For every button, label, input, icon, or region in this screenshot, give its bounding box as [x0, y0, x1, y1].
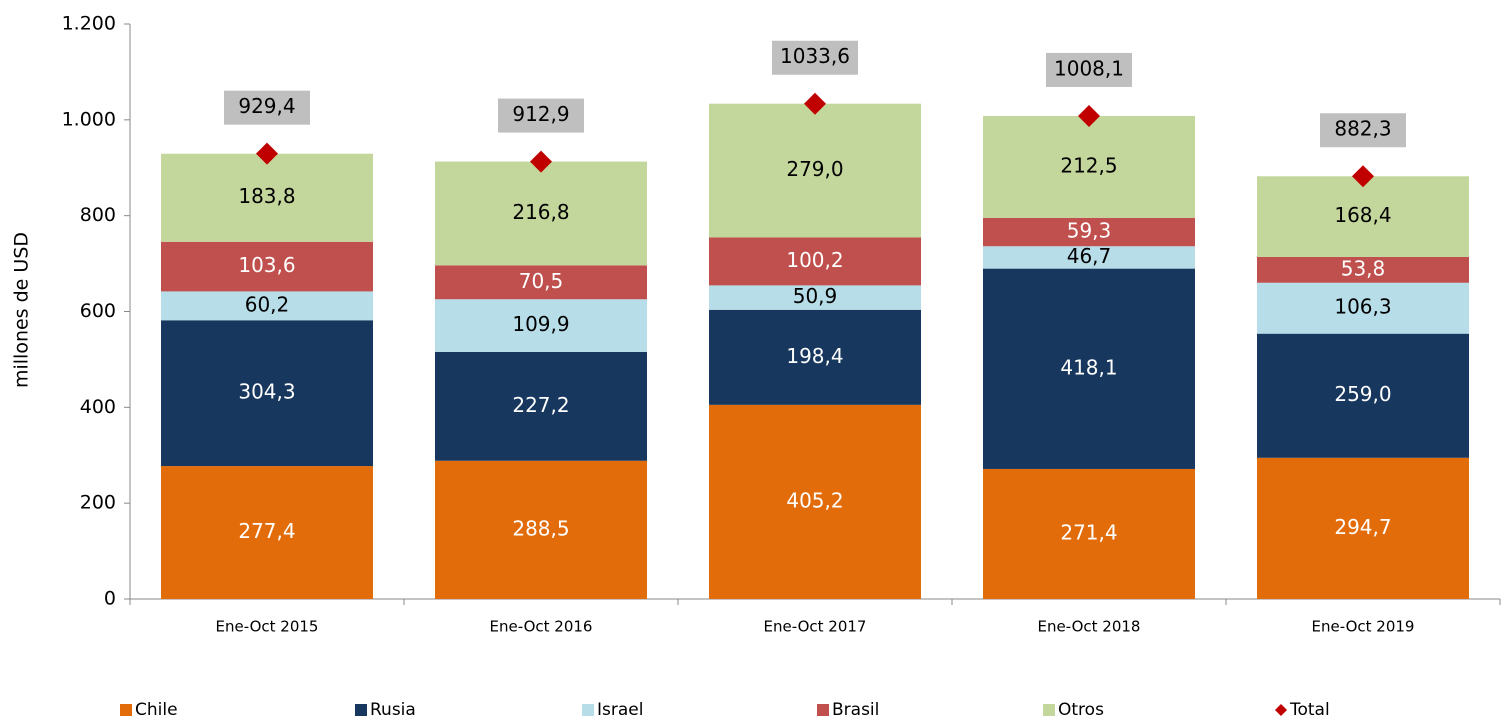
- data-label: 109,9: [512, 312, 569, 336]
- bar-segment: [983, 246, 1195, 269]
- total-label-box: [1320, 113, 1406, 148]
- y-tick-label: 0: [104, 588, 116, 610]
- y-tick-label: 1.200: [62, 13, 116, 35]
- bar-segment: [435, 299, 647, 352]
- bar-segment: [161, 153, 373, 242]
- data-label: 100,2: [786, 248, 843, 272]
- data-label: 216,8: [512, 200, 569, 224]
- bar-segment: [435, 351, 647, 461]
- bar-segment: [435, 460, 647, 599]
- x-tick-label: Ene-Oct 2015: [216, 618, 319, 636]
- bar-segment: [161, 466, 373, 599]
- legend-swatch: [355, 704, 367, 716]
- legend-label: Total: [1289, 700, 1330, 720]
- total-marker: [804, 92, 826, 115]
- data-label: 198,4: [786, 344, 843, 368]
- bar-segment: [983, 217, 1195, 247]
- total-label-box: [498, 98, 584, 133]
- bar-segment: [709, 285, 921, 310]
- data-label: 288,5: [512, 516, 569, 540]
- legend-swatch: [817, 704, 829, 716]
- data-label: 212,5: [1060, 153, 1117, 177]
- data-label: 46,7: [1067, 244, 1112, 268]
- legend-label: Chile: [135, 700, 178, 720]
- x-tick-label: Ene-Oct 2019: [1312, 618, 1415, 636]
- y-tick-label: 400: [80, 396, 116, 418]
- total-label-box: [1046, 52, 1132, 87]
- x-tick-label: Ene-Oct 2017: [764, 618, 867, 636]
- bar-segment: [161, 320, 373, 467]
- bar-segment: [709, 103, 921, 238]
- total-label: 912,9: [512, 102, 569, 126]
- data-label: 418,1: [1060, 355, 1117, 379]
- bar-segment: [1257, 333, 1469, 458]
- bar-segment: [983, 268, 1195, 469]
- y-tick-label: 1.000: [62, 108, 116, 130]
- data-label: 103,6: [238, 253, 295, 277]
- bar-segment: [161, 241, 373, 292]
- bar-segment: [435, 265, 647, 300]
- total-label: 882,3: [1334, 117, 1391, 141]
- legend-label: Israel: [597, 700, 643, 720]
- bar-segment: [1257, 457, 1469, 599]
- data-label: 53,8: [1341, 256, 1386, 280]
- bar-segment: [709, 237, 921, 286]
- data-label: 59,3: [1067, 219, 1112, 243]
- total-label: 929,4: [238, 94, 295, 118]
- total-marker: [1352, 165, 1374, 188]
- bar-segment: [161, 291, 373, 321]
- legend-marker: [1275, 704, 1287, 716]
- legend-label: Brasil: [832, 700, 879, 720]
- legend-label: Otros: [1058, 700, 1104, 720]
- data-label: 405,2: [786, 488, 843, 512]
- total-label: 1033,6: [780, 44, 850, 68]
- bar-segment: [1257, 176, 1469, 257]
- data-label: 294,7: [1334, 515, 1391, 539]
- data-label: 279,0: [786, 157, 843, 181]
- legend-swatch: [1043, 704, 1055, 716]
- data-label: 277,4: [238, 519, 295, 543]
- y-tick-label: 600: [80, 300, 116, 322]
- data-label: 50,9: [793, 284, 838, 308]
- data-label: 106,3: [1334, 295, 1391, 319]
- data-label: 183,8: [238, 184, 295, 208]
- bar-segment: [435, 161, 647, 266]
- legend-label: Rusia: [370, 700, 416, 720]
- data-label: 168,4: [1334, 203, 1391, 227]
- total-marker: [256, 142, 278, 165]
- legend-swatch: [120, 704, 132, 716]
- total-label-box: [224, 90, 310, 125]
- total-label: 1008,1: [1054, 56, 1124, 80]
- bar-segment: [1257, 256, 1469, 283]
- data-label: 271,4: [1060, 520, 1117, 544]
- y-tick-label: 800: [80, 204, 116, 226]
- bar-segment: [983, 468, 1195, 599]
- data-label: 227,2: [512, 393, 569, 417]
- legend-swatch: [582, 704, 594, 716]
- total-marker: [1078, 104, 1100, 127]
- bar-segment: [709, 309, 921, 405]
- x-tick-label: Ene-Oct 2018: [1038, 618, 1141, 636]
- data-label: 70,5: [519, 269, 564, 293]
- total-label-box: [772, 40, 858, 75]
- y-tick-label: 200: [80, 492, 116, 514]
- bar-segment: [709, 404, 921, 599]
- bar-segment: [983, 116, 1195, 218]
- y-axis-label: millones de USD: [11, 232, 33, 388]
- data-label: 304,3: [238, 380, 295, 404]
- x-tick-label: Ene-Oct 2016: [490, 618, 593, 636]
- data-label: 60,2: [245, 292, 290, 316]
- total-marker: [530, 150, 552, 173]
- bar-segment: [1257, 282, 1469, 334]
- data-label: 259,0: [1334, 382, 1391, 406]
